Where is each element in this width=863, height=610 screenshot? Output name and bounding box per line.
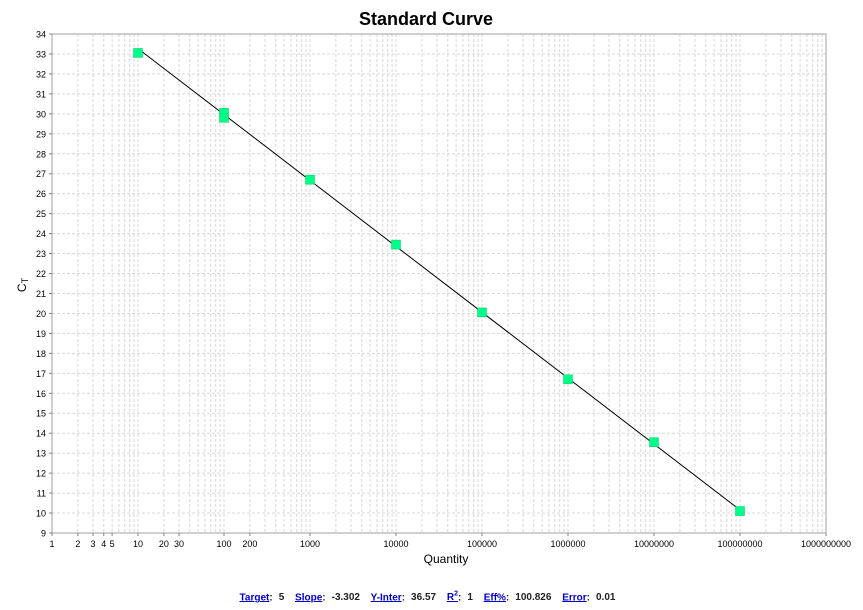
chart-title: Standard Curve — [359, 9, 493, 29]
y-tick-label: 27 — [36, 169, 46, 179]
x-tick-label: 1 — [49, 539, 54, 549]
x-tick-label: 5 — [110, 539, 115, 549]
error-link[interactable]: Error — [562, 592, 587, 604]
x-axis-ticks: 1 2 3 4 5 10 20 30 100 200 1000 10000 100000 1000000 1… — [49, 533, 851, 549]
data-point[interactable] — [219, 113, 229, 123]
y-tick-label: 16 — [36, 389, 46, 399]
y-tick-label: 9 — [41, 529, 46, 539]
y-tick-label: 10 — [36, 509, 46, 519]
y-tick-label: 34 — [36, 30, 46, 40]
y-axis-title-main: C — [15, 283, 29, 292]
slope-link[interactable]: Slope — [295, 592, 323, 604]
x-tick-label: 100000 — [467, 539, 497, 549]
data-point[interactable] — [649, 437, 659, 447]
x-tick-label: 1000 — [300, 539, 320, 549]
y-tick-label: 15 — [36, 409, 46, 419]
y-tick-label: 18 — [36, 349, 46, 359]
r-squared-superscript: 2 — [454, 591, 458, 598]
y-axis-ticks: 9 10 11 12 13 14 15 16 17 18 19 20 21 22 23 24 25 26 27 28 2… — [36, 30, 52, 539]
y-tick-label: 24 — [36, 229, 46, 239]
efficiency-value: 100.826 — [515, 592, 552, 604]
y-tick-label: 11 — [37, 489, 46, 499]
data-point[interactable] — [735, 506, 745, 516]
status-bar: Target: 5 Slope: -3.302 Y-Inter: 36.57 R2: 1… — [239, 591, 616, 604]
y-tick-label: 25 — [36, 209, 46, 219]
x-tick-label: 2 — [75, 539, 80, 549]
y-axis-title: CT — [15, 277, 30, 292]
r-squared-value: 1 — [467, 592, 473, 604]
y-tick-label: 14 — [36, 429, 46, 439]
y-tick-label: 13 — [36, 449, 46, 459]
x-tick-label: 10 — [133, 539, 143, 549]
y-tick-label: 30 — [36, 109, 46, 119]
y-intercept-value: 36.57 — [411, 592, 437, 604]
y-tick-label: 28 — [36, 149, 46, 159]
y-tick-label: 31 — [36, 89, 46, 99]
y-tick-label: 22 — [36, 269, 46, 279]
x-tick-label: 10000 — [383, 539, 408, 549]
x-tick-label: 20 — [159, 539, 169, 549]
y-tick-label: 29 — [36, 129, 46, 139]
y-tick-label: 23 — [36, 249, 46, 259]
y-tick-label: 32 — [36, 69, 46, 79]
r-squared-label: R — [446, 592, 455, 604]
y-tick-label: 21 — [36, 289, 46, 299]
data-point[interactable] — [477, 307, 487, 318]
data-point[interactable] — [563, 374, 573, 385]
data-points — [133, 48, 745, 516]
data-point[interactable] — [305, 174, 315, 185]
x-tick-label: 200 — [242, 539, 257, 549]
regression-line — [137, 48, 741, 511]
target-value: 5 — [278, 592, 285, 604]
y-tick-label: 17 — [36, 369, 46, 379]
data-point[interactable] — [391, 239, 401, 250]
standard-curve-chart: Standard Curve 9101112131415161718192021… — [15, 9, 851, 566]
y-tick-label: 19 — [36, 329, 46, 339]
data-point[interactable] — [133, 48, 143, 58]
y-tick-label: 26 — [36, 189, 46, 199]
r-squared-link[interactable]: R2 — [446, 591, 458, 604]
x-tick-label: 30 — [174, 539, 184, 549]
x-tick-label: 100 — [216, 539, 231, 549]
x-tick-label: 4 — [101, 539, 106, 549]
x-tick-label: 3 — [91, 539, 96, 549]
y-axis-title-subscript: T — [20, 277, 30, 283]
grid-lines — [51, 33, 826, 534]
y-tick-label: 33 — [36, 49, 46, 59]
error-value: 0.01 — [596, 592, 616, 604]
x-tick-label: 1000000 — [550, 539, 585, 549]
efficiency-link[interactable]: Eff% — [483, 592, 506, 604]
x-tick-label: 10000000 — [634, 539, 674, 549]
plot-area — [51, 33, 827, 534]
y-tick-label: 20 — [36, 309, 46, 319]
target-link[interactable]: Target — [239, 592, 270, 604]
x-axis-title: Quantity — [424, 552, 469, 566]
regression-line-group — [137, 48, 741, 511]
x-tick-label: 1000000000 — [801, 539, 851, 549]
y-tick-label: 12 — [36, 469, 46, 479]
x-tick-label: 100000000 — [717, 539, 762, 549]
y-intercept-link[interactable]: Y-Inter — [370, 592, 402, 604]
slope-value: -3.302 — [331, 592, 360, 604]
